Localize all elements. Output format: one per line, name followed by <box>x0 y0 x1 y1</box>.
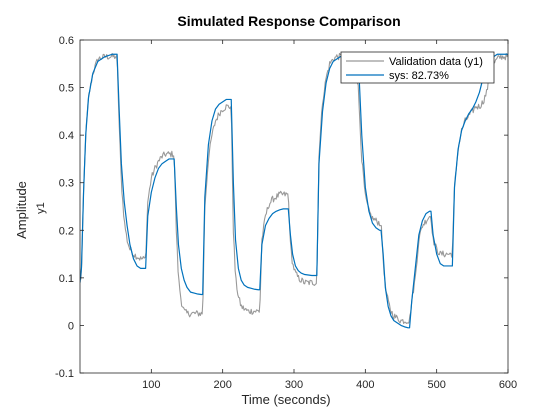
legend-label-sys: sys: 82.73% <box>389 70 449 82</box>
y-tick-label: 0.6 <box>59 35 74 47</box>
x-tick-label: 400 <box>356 379 374 391</box>
y-tick-label: 0.5 <box>59 83 74 95</box>
y-tick-label: 0 <box>68 320 74 332</box>
y-tick-label: 0.3 <box>59 178 74 190</box>
chart-title: Simulated Response Comparison <box>177 13 400 29</box>
plot-area <box>80 40 508 373</box>
x-axis-label: Time (seconds) <box>241 392 330 407</box>
x-tick-label: 100 <box>142 379 160 391</box>
y-axis-sublabel: y1 <box>35 202 47 214</box>
series-line-validation <box>80 52 508 325</box>
y-tick-label: 0.1 <box>59 273 74 285</box>
y-tick-label: 0.2 <box>59 225 74 237</box>
y-tick-label: 0.4 <box>59 130 74 142</box>
y-tick-label: -0.1 <box>55 368 74 380</box>
legend-box <box>340 51 495 84</box>
x-tick-label: 300 <box>285 379 303 391</box>
x-tick-label: 200 <box>213 379 231 391</box>
y-axis-label: Amplitude <box>14 181 29 239</box>
x-tick-label: 600 <box>499 379 517 391</box>
legend[interactable]: Validation data (y1) sys: 82.73% <box>340 51 495 84</box>
legend-label-validation: Validation data (y1) <box>389 56 483 68</box>
series-layer <box>80 52 508 329</box>
ticks-layer: 100 200 300 400 500 600 -0.1 0 0.1 0.2 0.3 0.4 0.5 0.… <box>55 35 517 391</box>
x-tick-label: 500 <box>427 379 445 391</box>
series-line-sys <box>80 53 508 329</box>
axes-box <box>79 39 509 374</box>
